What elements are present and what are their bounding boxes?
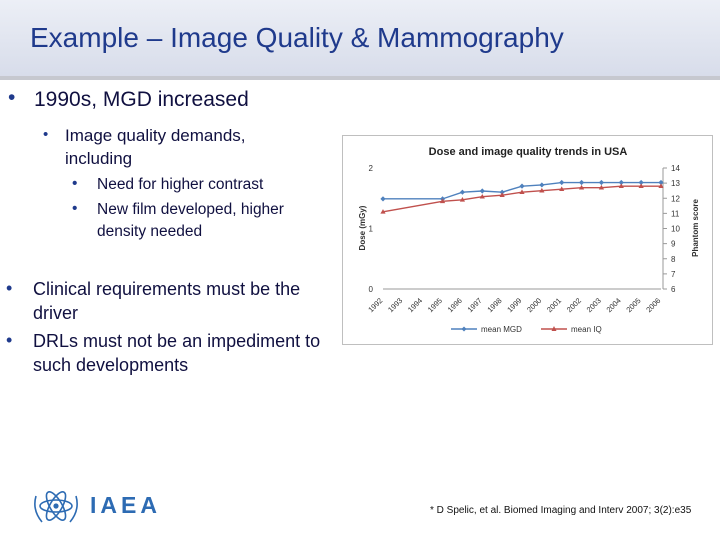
y2-tick-label: 6: [671, 285, 676, 294]
x-tick-label: 1994: [406, 296, 424, 314]
y2-tick-label: 9: [671, 240, 676, 249]
bullet-1-sub-text: Image quality demands, including: [65, 126, 246, 168]
y-tick-label: 1: [369, 225, 374, 234]
y2-tick-label: 12: [671, 194, 680, 203]
legend-marker: [461, 326, 467, 332]
series-point: [618, 183, 624, 188]
y2-tick-label: 7: [671, 270, 676, 279]
x-tick-label: 2001: [545, 296, 563, 314]
series-point: [439, 198, 446, 204]
x-tick-label: 2003: [585, 296, 603, 314]
x-tick-label: 2000: [525, 296, 543, 314]
bullet-dot: •: [8, 86, 16, 109]
series-point: [479, 188, 485, 194]
y2-tick-label: 11: [671, 209, 680, 218]
bullet-1-text: 1990s, MGD increased: [34, 88, 249, 111]
series-point: [539, 187, 545, 193]
x-tick-label: 1998: [485, 296, 503, 314]
series-point: [658, 183, 664, 188]
series-point: [499, 192, 505, 198]
dose-iq-chart: Dose and image quality trends in USA Dos…: [358, 146, 700, 334]
legend-label: mean MGD: [481, 325, 522, 334]
x-tick-label: 2002: [565, 296, 583, 314]
series-point: [380, 209, 386, 214]
series-point: [539, 182, 545, 188]
y2-tick-label: 13: [671, 179, 680, 188]
legend-label: mean IQ: [571, 325, 602, 334]
series-point: [459, 196, 466, 202]
y-axis-label: Dose (mGy): [358, 205, 367, 250]
x-tick-label: 1999: [505, 296, 523, 314]
series-point: [479, 193, 485, 199]
series-point: [380, 196, 386, 202]
y2-tick-label: 10: [671, 225, 680, 234]
y2-axis-label: Phantom score: [691, 199, 700, 257]
series-point: [598, 184, 605, 190]
y2-tick-label: 14: [671, 164, 680, 173]
series-point: [519, 183, 525, 189]
y-tick-label: 0: [369, 285, 374, 294]
bullet-dot: •: [6, 330, 13, 350]
title-rule: [0, 76, 720, 80]
series-point: [578, 184, 585, 190]
x-tick-label: 2006: [644, 296, 662, 314]
title-band: [0, 0, 720, 78]
x-tick-label: 1993: [386, 296, 404, 314]
series-point: [578, 179, 585, 186]
series-point: [459, 189, 466, 195]
series-point: [559, 179, 565, 186]
x-tick-label: 1992: [366, 296, 384, 314]
series-point: [519, 189, 525, 194]
legend-marker: [551, 326, 557, 331]
series-point: [658, 179, 664, 186]
chart-title: Dose and image quality trends in USA: [429, 146, 628, 158]
bullet-dot: •: [72, 175, 78, 192]
series-point: [638, 179, 644, 186]
bullet-1-subsub-2-text: New film developed, higher density neede…: [97, 201, 284, 240]
bullet-3-text: DRLs must not be an impediment to such d…: [33, 331, 321, 375]
x-tick-label: 2004: [605, 296, 623, 314]
bullet-1-subsub-1-text: Need for higher contrast: [97, 176, 264, 193]
iaea-logo-text: IAEA: [90, 492, 161, 518]
iaea-emblem-icon: [34, 491, 78, 523]
series-point: [618, 179, 624, 186]
x-tick-label: 1995: [426, 296, 444, 314]
series-point: [598, 179, 605, 186]
chart-frame: Dose and image quality trends in USA Dos…: [342, 135, 713, 345]
bullet-dot: •: [72, 200, 78, 217]
x-tick-label: 1996: [446, 296, 464, 314]
series-point: [638, 183, 644, 188]
slide-title: Example – Image Quality & Mammography: [30, 22, 564, 53]
y-tick-label: 2: [369, 164, 374, 173]
series-point: [559, 186, 565, 191]
y2-tick-label: 8: [671, 255, 676, 264]
x-tick-label: 2005: [624, 296, 642, 314]
bullet-dot: •: [6, 278, 13, 298]
reference-citation: * D Spelic, et al. Biomed Imaging and In…: [430, 505, 692, 516]
x-tick-label: 1997: [466, 296, 484, 314]
bullet-dot: •: [43, 126, 49, 143]
bullet-2-text: Clinical requirements must be the driver: [33, 279, 301, 323]
